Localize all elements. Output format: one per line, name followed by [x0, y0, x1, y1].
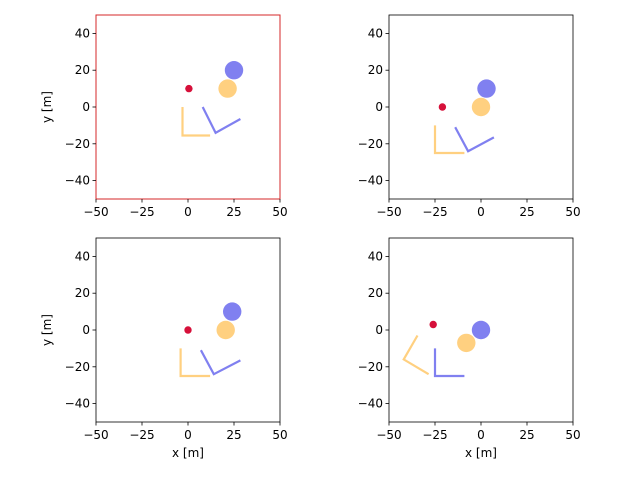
x-tick-label: −25 [129, 205, 154, 219]
x-tick-label: −25 [422, 428, 447, 442]
circle-marker-1 [471, 97, 491, 117]
x-tick-label: 25 [226, 205, 241, 219]
panel-bottom-left: −50 −25 0 25 50 −40 −20 0 20 40 x [m] y [m] [40, 237, 288, 460]
y-tick-label: 20 [75, 286, 90, 300]
x-tick-label: 0 [184, 205, 192, 219]
polyline-0 [433, 348, 465, 378]
y-tick-label: 0 [375, 100, 383, 114]
circle-marker-2 [185, 84, 193, 93]
y-tick-label: 20 [368, 286, 383, 300]
y-tick-label: −20 [65, 137, 90, 151]
y-tick-label: −40 [65, 174, 90, 188]
y-tick-label: 0 [82, 100, 90, 114]
x-tick-label: 50 [565, 428, 580, 442]
polyline-1 [402, 334, 430, 376]
y-tick-label: 40 [75, 26, 90, 40]
circle-marker-2 [429, 320, 437, 329]
x-tick-label: −50 [83, 205, 108, 219]
circle-marker-2 [438, 103, 447, 111]
x-tick-label: 25 [226, 428, 241, 442]
y-tick-label: −40 [358, 397, 383, 411]
y-tick-label: −20 [65, 360, 90, 374]
x-tick-label: 0 [184, 428, 192, 442]
polyline-0 [433, 125, 465, 155]
circle-marker-1 [218, 79, 237, 98]
circle-marker-1 [457, 333, 476, 353]
x-tick-label: 0 [477, 205, 485, 219]
circle-marker-0 [471, 320, 491, 340]
polyline-0 [181, 107, 211, 137]
y-tick-label: −40 [65, 397, 90, 411]
circle-marker-0 [223, 302, 242, 321]
polyline-1 [454, 126, 495, 153]
y-tick-label: −20 [358, 360, 383, 374]
panel-bottom-right: −50 −25 0 25 50 −40 −20 0 20 40 x [m] [358, 237, 581, 460]
x-tick-label: −50 [376, 428, 401, 442]
circle-marker-1 [216, 320, 235, 340]
x-tick-label: −50 [376, 205, 401, 219]
panel-top-right: −50 −25 0 25 50 −40 −20 0 20 40 [358, 14, 581, 219]
x-tick-label: −50 [83, 428, 108, 442]
circle-marker-2 [184, 326, 192, 334]
x-axis-label: x [m] [172, 446, 204, 460]
y-tick-label: −20 [358, 137, 383, 151]
polyline-1 [201, 106, 241, 135]
y-tick-label: −40 [358, 174, 383, 188]
y-tick-label: 20 [75, 63, 90, 77]
polyline-1 [199, 349, 241, 376]
y-tick-label: 0 [375, 323, 383, 337]
x-tick-label: 50 [272, 205, 287, 219]
x-tick-label: 50 [565, 205, 580, 219]
x-tick-label: 25 [519, 428, 534, 442]
y-axis-label: y [m] [40, 314, 54, 346]
panel-top-left: −50 −25 0 25 50 −40 −20 0 20 40 y [m] [40, 14, 288, 219]
y-tick-label: 20 [368, 63, 383, 77]
polyline-0 [179, 348, 211, 378]
x-tick-label: 25 [519, 205, 534, 219]
y-tick-label: 0 [82, 323, 90, 337]
circle-marker-0 [224, 60, 244, 80]
x-axis-label: x [m] [465, 446, 497, 460]
y-tick-label: 40 [75, 249, 90, 263]
y-tick-label: 40 [368, 249, 383, 263]
circle-marker-0 [477, 79, 496, 98]
x-tick-label: 0 [477, 428, 485, 442]
x-tick-label: −25 [129, 428, 154, 442]
y-axis-label: y [m] [40, 91, 54, 123]
y-tick-label: 40 [368, 26, 383, 40]
x-tick-label: 50 [272, 428, 287, 442]
x-tick-label: −25 [422, 205, 447, 219]
axes-frame [95, 14, 281, 200]
